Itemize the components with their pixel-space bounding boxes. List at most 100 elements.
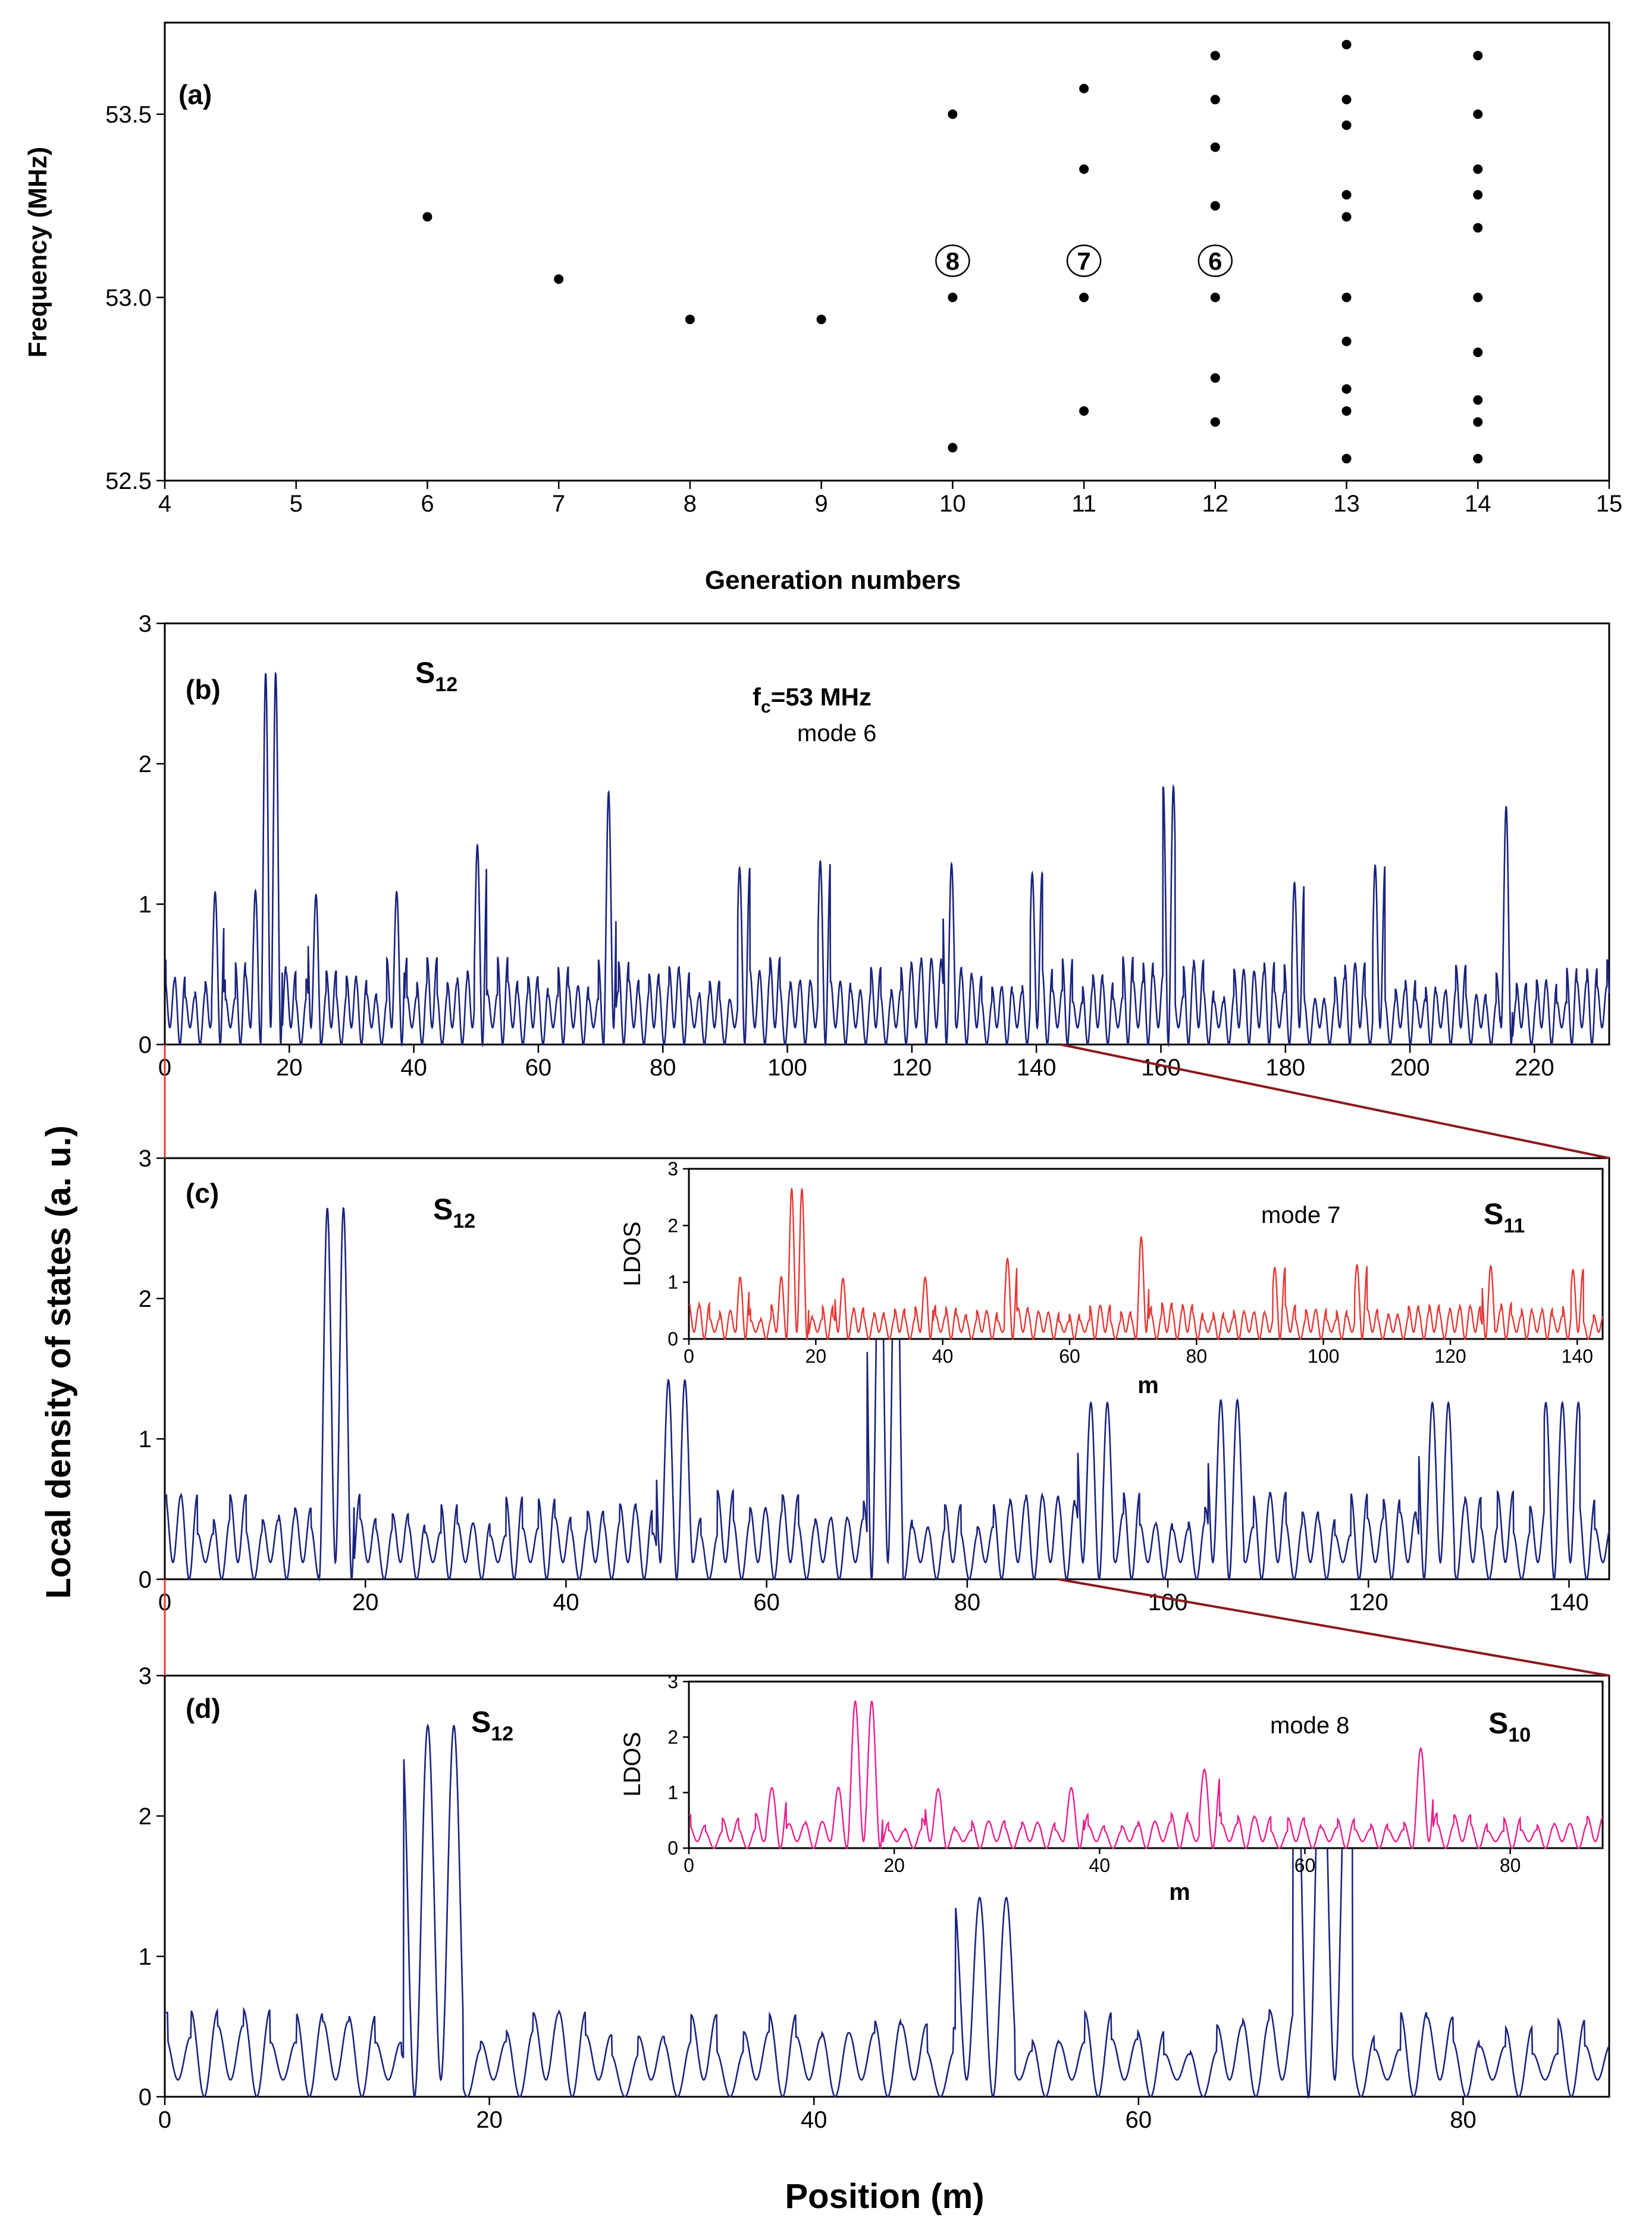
panel-a-point	[554, 274, 564, 284]
panel-c-xtick-label: 20	[352, 1589, 379, 1616]
panel-b-fc-value: =53 MHz	[771, 683, 872, 711]
panel-ci-xtick-label: 80	[1186, 1345, 1208, 1367]
panel-c-frame	[164, 1157, 1610, 1580]
panel-c-xtick-label: 120	[1349, 1589, 1388, 1616]
panel-c-ytick-label: 1	[139, 1426, 152, 1453]
panel-a-point	[1210, 417, 1220, 427]
panel-b-xtick-label: 180	[1265, 1055, 1305, 1081]
panel-a-point	[1341, 120, 1352, 130]
panel-c-xtick-label: 60	[753, 1589, 780, 1616]
panel-c-label: (c)	[186, 1178, 219, 1209]
panel-c-inset-curve	[689, 1187, 1604, 1341]
panel-b-sequence-sub: 12	[435, 673, 457, 696]
panel-a-xtick-label: 5	[290, 491, 303, 517]
panel-a-point	[685, 314, 695, 324]
panel-di-ytick-label: 3	[667, 1671, 678, 1692]
panel-a-xtick-label: 15	[1596, 491, 1623, 517]
panel-a-xtick-label: 8	[684, 491, 697, 517]
panel-a-point	[1079, 293, 1089, 302]
panel-a-xtick-label: 7	[552, 491, 565, 517]
panel-a-point	[1341, 39, 1352, 49]
panel-a-point	[1079, 406, 1089, 416]
panel-a-point	[1473, 164, 1483, 174]
panel-di-ytick-label: 0	[667, 1837, 678, 1859]
panel-b-ytick-label: 0	[139, 1032, 152, 1058]
panel-ci-xtick-label: 100	[1308, 1345, 1339, 1367]
panel-a-point	[1210, 51, 1220, 61]
panel-c-xtick-label: 40	[553, 1589, 579, 1616]
panel-a: (a) Generation numbers Frequency (MHz) 4…	[23, 21, 1622, 595]
shared-ylabel: Local density of states (a. u.)	[39, 1125, 78, 1599]
panel-a-ytick-label: 52.5	[105, 468, 152, 494]
panel-b-ytick-label: 3	[139, 611, 152, 637]
panel-a-ticks: 4 5 6 7 8 9 10 11 12 13 14 15 52.5 53.0 53.5	[105, 102, 1622, 517]
panel-di-ytick-label: 1	[667, 1782, 678, 1804]
mode-circle-label: 6	[1208, 247, 1222, 275]
panel-d-xtick-label: 60	[1126, 2107, 1152, 2133]
panel-c-inset-frame	[688, 1168, 1604, 1340]
panel-ci-ytick-label: 3	[667, 1158, 678, 1180]
panel-b-ticks: 0204060801001201401601802002200123	[139, 611, 1554, 1081]
panel-d-ytick-label: 1	[139, 1944, 152, 1970]
panel-a-point	[1210, 293, 1220, 302]
panel-ci-xtick-label: 120	[1434, 1345, 1466, 1367]
panel-d-label: (d)	[186, 1693, 221, 1724]
panel-c-inset-ticks: 0 20 40 60 80 100 120 140 0 1 2 3	[667, 1158, 1593, 1367]
panel-a-point	[1341, 190, 1352, 200]
panel-di-ytick-label: 2	[667, 1726, 678, 1748]
panel-di-xtick-label: 20	[883, 1855, 905, 1876]
zoom-connectors	[164, 1043, 1610, 1677]
panel-a-point	[1473, 190, 1483, 200]
panel-a-point	[1341, 406, 1352, 416]
panel-a-xtick-label: 6	[421, 491, 434, 517]
panel-d-sequence-sub: 12	[491, 1723, 513, 1745]
panel-d-ytick-label: 2	[139, 1804, 152, 1830]
panel-b-xtick-label: 80	[650, 1055, 676, 1081]
mode-circle-marker	[1198, 244, 1233, 277]
panel-b-xtick-label: 20	[276, 1055, 303, 1081]
panel-d-inset-xlabel: m	[1169, 1879, 1190, 1905]
panel-a-point	[1473, 222, 1483, 233]
panel-b: (b) S12 fc=53 MHz mode 6 020406080100120…	[139, 611, 1610, 1081]
panel-a-point	[1210, 142, 1220, 152]
panel-d-xlabel: Position (m)	[785, 2177, 984, 2216]
panel-d-inset-ticks: 0 20 40 60 80 0 1 2 3	[667, 1671, 1521, 1876]
panel-c-ticks: 0 20 40 60 80 100 120 140 0 12 3	[139, 1146, 1589, 1616]
panel-a-ytick-label: 53.0	[105, 285, 152, 311]
panel-ci-ytick-label: 1	[667, 1272, 678, 1293]
panel-c-xtick-label: 80	[954, 1589, 981, 1616]
panel-b-ldos-curve	[165, 671, 1610, 1048]
panel-c-inset-sequence-letter: S	[1484, 1197, 1503, 1231]
panel-di-xtick-label: 40	[1089, 1855, 1111, 1876]
panel-c-xtick-label: 140	[1549, 1589, 1589, 1616]
panel-a-xtick-label: 13	[1333, 491, 1360, 517]
panel-a-point	[948, 109, 958, 119]
panel-b-fc-letter: f	[753, 683, 761, 711]
panel-a-point	[1473, 51, 1483, 61]
connector-b-to-c-right	[1060, 1043, 1610, 1159]
panel-c-inset-sequence: S11	[1484, 1197, 1525, 1237]
panel-d-inset-mode: mode 8	[1270, 1713, 1349, 1739]
panel-b-ytick-label: 1	[139, 892, 152, 918]
panel-c-ytick-label: 0	[139, 1567, 152, 1593]
panel-b-xtick-label: 100	[767, 1055, 807, 1081]
panel-c-sequence-sub: 12	[453, 1210, 475, 1232]
panel-d-sequence-letter: S	[471, 1705, 491, 1739]
panel-c-ytick-label: 3	[139, 1146, 152, 1172]
mode-circle-label: 7	[1077, 247, 1090, 275]
panel-c-xtick-label: 100	[1148, 1589, 1188, 1616]
panel-a-ylabel: Frequency (MHz)	[23, 147, 52, 357]
panel-ci-xtick-label: 0	[684, 1345, 694, 1367]
panel-a-xtick-label: 12	[1202, 491, 1229, 517]
panel-b-mode: mode 6	[797, 720, 876, 747]
panel-a-points	[422, 39, 1483, 464]
panel-c-inset-sequence-sub: 11	[1503, 1215, 1525, 1237]
panel-b-ytick-label: 2	[139, 751, 152, 777]
panel-a-xtick-label: 9	[815, 491, 828, 517]
panel-c-sequence: S12	[433, 1193, 475, 1232]
panel-b-sequence: S12	[415, 656, 457, 696]
